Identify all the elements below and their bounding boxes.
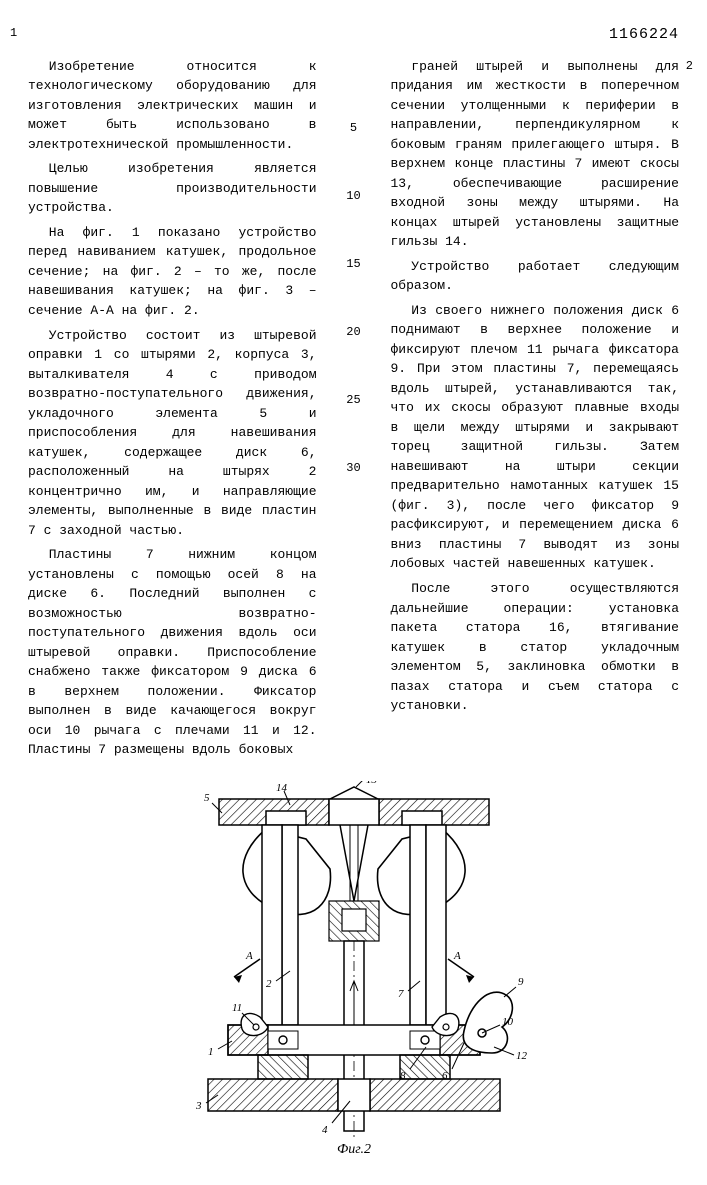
fig-label-A: А	[453, 950, 461, 962]
line-marker: 10	[346, 187, 360, 205]
fig-label: 3	[195, 1100, 202, 1112]
line-marker: 25	[346, 391, 360, 409]
fig-label: 8	[400, 1070, 406, 1082]
fig-label: 11	[232, 1002, 242, 1014]
fig-label: 5	[204, 792, 210, 804]
figure-2: 5 14 13 А А 2 7 1 11 4 3 8 6 9 10 12 Фиг…	[28, 781, 679, 1161]
fig-label: 7	[398, 988, 404, 1000]
paragraph: Устройство состоит из штыревой оправки 1…	[28, 326, 317, 541]
fig-label: 12	[516, 1050, 528, 1062]
patent-number: 1166224	[28, 24, 679, 47]
fig-label: 4	[322, 1124, 328, 1136]
paragraph: Изобретение относится к технологическому…	[28, 57, 317, 155]
right-column: граней штырей и выполнены для придания и…	[391, 57, 680, 765]
line-markers: 5 10 15 20 25 30	[345, 57, 363, 765]
line-marker: 15	[346, 255, 360, 273]
fig-label: 13	[366, 781, 378, 786]
left-column: Изобретение относится к технологическому…	[28, 57, 317, 765]
fig-label: 2	[266, 978, 272, 990]
fig-label: 6	[442, 1070, 448, 1082]
line-marker: 5	[350, 119, 357, 137]
line-marker: 20	[346, 323, 360, 341]
figure-caption: Фиг.2	[336, 1142, 370, 1157]
fig-label: 10	[502, 1016, 514, 1028]
page-number-left: 1	[10, 24, 17, 42]
paragraph: Пластины 7 нижним концом установлены с п…	[28, 545, 317, 760]
fig-label: 9	[518, 976, 524, 988]
page-number-right: 2	[686, 57, 693, 75]
paragraph: Целью изобретения является повышение про…	[28, 159, 317, 218]
fig-label: 14	[276, 782, 288, 794]
line-marker: 30	[346, 459, 360, 477]
paragraph: После этого осуществляются дальнейшие оп…	[391, 579, 680, 716]
fig-label-A: А	[245, 950, 253, 962]
paragraph: граней штырей и выполнены для придания и…	[391, 57, 680, 252]
paragraph: Устройство работает следующим образом.	[391, 257, 680, 296]
paragraph: На фиг. 1 показано устройство перед нави…	[28, 223, 317, 321]
paragraph: Из своего нижнего положения диск 6 подни…	[391, 301, 680, 574]
fig-label: 1	[208, 1046, 214, 1058]
text-columns: Изобретение относится к технологическому…	[28, 57, 679, 765]
